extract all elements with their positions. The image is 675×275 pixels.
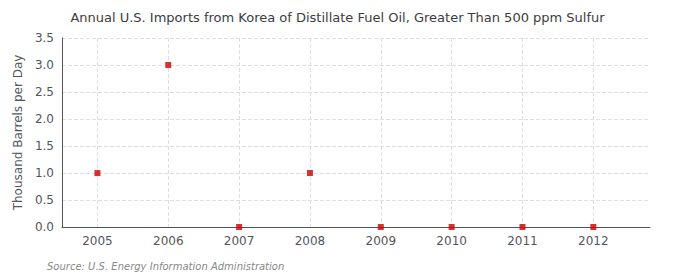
svg-text:2008: 2008 xyxy=(295,234,326,248)
svg-text:2007: 2007 xyxy=(224,234,255,248)
svg-text:0.5: 0.5 xyxy=(35,193,54,207)
svg-text:2012: 2012 xyxy=(578,234,609,248)
svg-text:2009: 2009 xyxy=(366,234,397,248)
svg-text:2005: 2005 xyxy=(82,234,113,248)
svg-text:0.0: 0.0 xyxy=(35,220,54,234)
svg-text:Annual U.S. Imports from Korea: Annual U.S. Imports from Korea of Distil… xyxy=(70,10,605,25)
svg-text:2.0: 2.0 xyxy=(35,112,54,126)
svg-text:Thousand Barrels per Day: Thousand Barrels per Day xyxy=(11,55,25,212)
svg-text:1.5: 1.5 xyxy=(35,139,54,153)
svg-text:2011: 2011 xyxy=(507,234,538,248)
svg-text:1.0: 1.0 xyxy=(35,166,54,180)
svg-text:3.0: 3.0 xyxy=(35,58,54,72)
svg-text:2010: 2010 xyxy=(436,234,467,248)
svg-text:2006: 2006 xyxy=(153,234,184,248)
svg-text:3.5: 3.5 xyxy=(35,31,54,45)
svg-text:Source: U.S. Energy Informatio: Source: U.S. Energy Information Administ… xyxy=(47,261,284,272)
svg-text:2.5: 2.5 xyxy=(35,85,54,99)
